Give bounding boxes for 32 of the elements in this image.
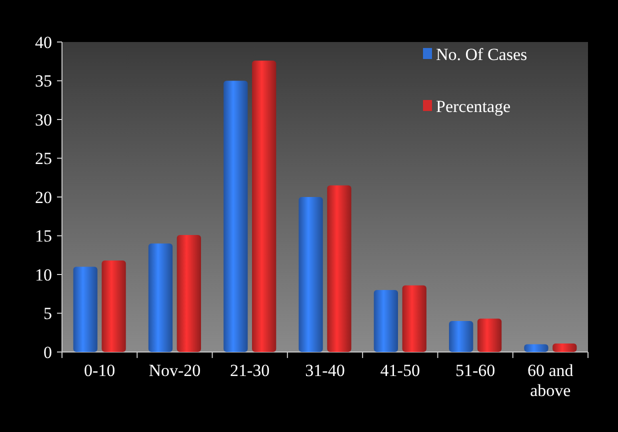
y-tick-label: 35 <box>35 72 52 91</box>
bar <box>148 244 173 352</box>
bar <box>524 344 548 352</box>
x-tick-label: 51-60 <box>455 361 496 380</box>
x-tick-label: Nov-20 <box>148 361 201 380</box>
bar <box>252 60 276 352</box>
y-tick-label: 15 <box>35 226 52 246</box>
bar <box>374 290 398 352</box>
bar <box>402 285 426 352</box>
bar <box>176 234 202 352</box>
bar <box>448 321 474 352</box>
bar <box>552 343 577 352</box>
y-tick-label: 20 <box>35 188 52 207</box>
bar <box>298 197 323 352</box>
bar <box>73 266 98 352</box>
x-tick-label: 31-40 <box>305 361 345 380</box>
x-tick-label: 41-50 <box>380 361 420 380</box>
y-tick-label: 40 <box>35 32 52 52</box>
x-tick-label: 0-10 <box>84 361 116 380</box>
y-tick-label: 30 <box>35 110 52 130</box>
x-tick-label: 21-30 <box>230 361 270 380</box>
bar <box>102 260 126 352</box>
x-tick-label: 60 and above <box>528 361 574 400</box>
legend-label: Percentage <box>436 96 511 116</box>
y-tick-label: 0 <box>44 342 52 362</box>
bar <box>327 185 352 352</box>
y-tick-label: 10 <box>35 265 52 284</box>
bar <box>477 318 502 352</box>
y-tick-label: 5 <box>44 304 52 324</box>
bar <box>224 80 248 352</box>
y-tick-label: 25 <box>35 149 52 168</box>
legend-label: No. Of Cases <box>436 44 528 64</box>
